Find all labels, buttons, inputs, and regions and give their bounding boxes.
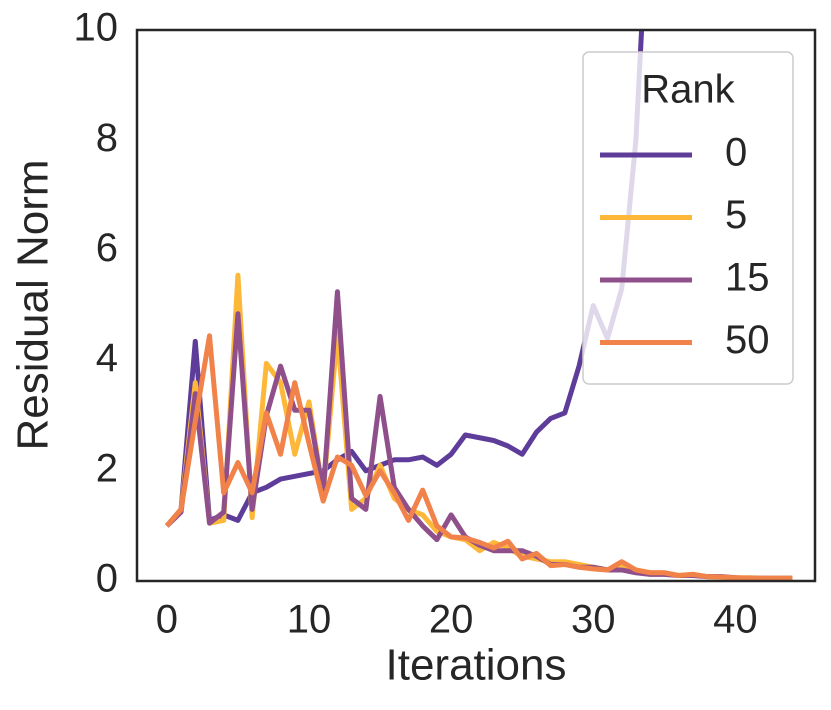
y-tick-label: 10 [74,6,119,50]
series-line [164,333,793,581]
legend-label: 50 [725,318,770,362]
legend-label: 15 [725,256,770,300]
legend: Rank 0 5 15 50 [582,51,794,385]
plot-lines [164,30,793,581]
legend-label: 5 [725,193,747,237]
y-tick-label: 4 [96,336,118,380]
x-tick-label: 20 [429,598,474,642]
legend-label: 0 [725,131,747,175]
series-line [164,30,645,528]
legend-title: Rank [641,68,735,112]
y-axis-label: Residual Norm [9,160,58,451]
y-tick-label: 0 [96,557,118,601]
plot-frame [135,28,817,583]
x-axis-label: Iterations [386,641,567,690]
y-tick-label: 6 [96,226,118,270]
y-tick-label: 2 [96,446,118,490]
x-tick-label: 40 [713,598,758,642]
x-tick-label: 0 [156,598,178,642]
y-tick-label: 8 [96,116,118,160]
x-tick-label: 30 [571,598,616,642]
x-tick-label: 10 [287,598,332,642]
